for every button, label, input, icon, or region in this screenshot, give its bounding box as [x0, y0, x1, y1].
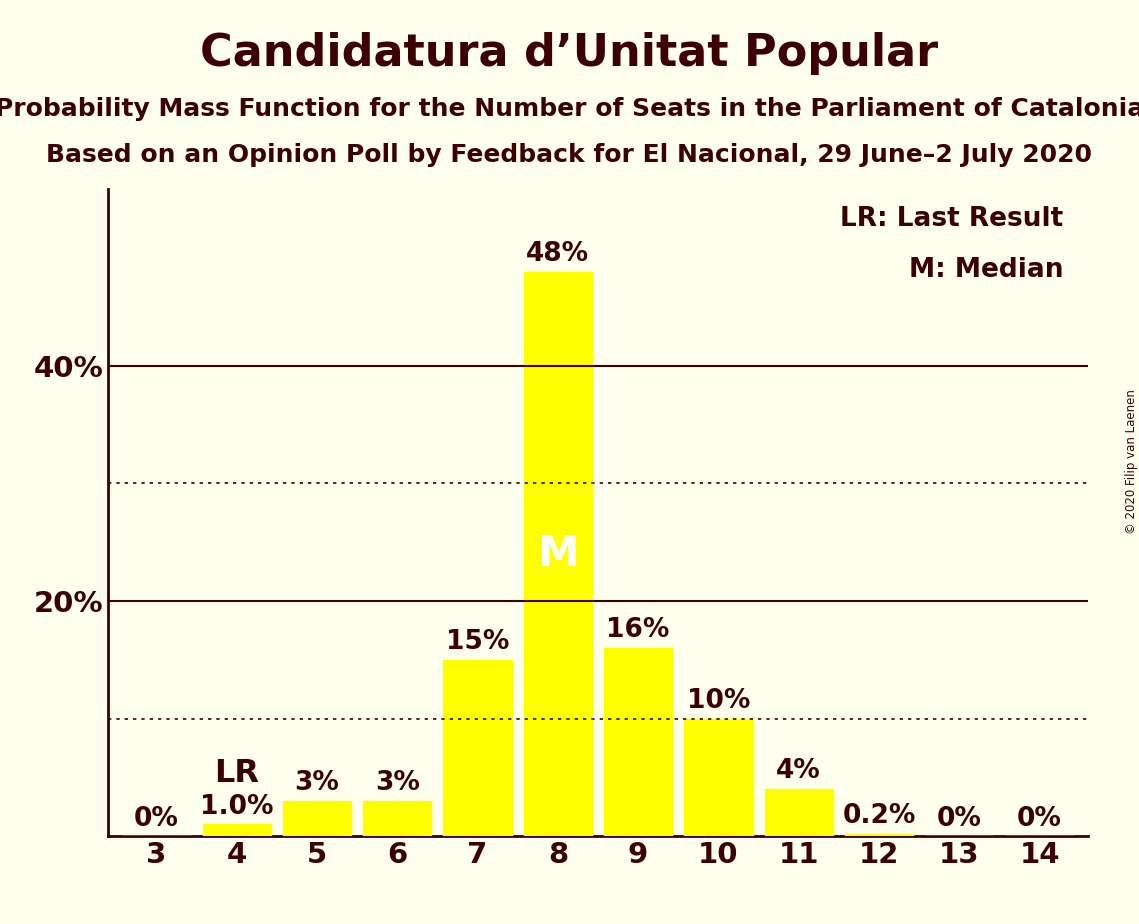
Text: 0%: 0%	[937, 806, 982, 832]
Text: 16%: 16%	[606, 617, 670, 643]
Text: LR: LR	[214, 759, 260, 789]
Text: 48%: 48%	[526, 241, 589, 267]
Text: Based on an Opinion Poll by Feedback for El Nacional, 29 June–2 July 2020: Based on an Opinion Poll by Feedback for…	[47, 143, 1092, 167]
Text: 0%: 0%	[1017, 806, 1062, 832]
Text: 10%: 10%	[687, 687, 751, 714]
Bar	[845, 833, 913, 836]
Text: 3%: 3%	[295, 771, 339, 796]
Bar	[203, 824, 271, 836]
Text: © 2020 Filip van Laenen: © 2020 Filip van Laenen	[1124, 390, 1138, 534]
Text: 4%: 4%	[777, 759, 821, 784]
Bar	[282, 801, 351, 836]
Text: 15%: 15%	[445, 629, 509, 655]
Text: 0%: 0%	[134, 806, 179, 832]
Text: Candidatura d’Unitat Popular: Candidatura d’Unitat Popular	[200, 32, 939, 76]
Bar	[363, 801, 432, 836]
Text: M: M	[538, 533, 579, 575]
Text: LR: Last Result: LR: Last Result	[839, 206, 1063, 232]
Bar	[764, 789, 833, 836]
Bar	[685, 719, 753, 836]
Bar	[443, 660, 511, 836]
Bar	[604, 648, 672, 836]
Text: 1.0%: 1.0%	[200, 794, 273, 820]
Text: M: Median: M: Median	[909, 257, 1063, 284]
Bar	[524, 272, 592, 836]
Text: 3%: 3%	[375, 771, 419, 796]
Text: 0.2%: 0.2%	[843, 803, 916, 829]
Text: Probability Mass Function for the Number of Seats in the Parliament of Catalonia: Probability Mass Function for the Number…	[0, 97, 1139, 121]
